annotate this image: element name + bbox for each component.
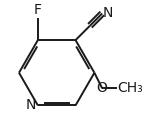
- Text: N: N: [103, 6, 113, 20]
- Text: CH₃: CH₃: [117, 81, 143, 95]
- Text: F: F: [34, 3, 42, 17]
- Text: O: O: [97, 81, 108, 95]
- Text: N: N: [26, 98, 36, 112]
